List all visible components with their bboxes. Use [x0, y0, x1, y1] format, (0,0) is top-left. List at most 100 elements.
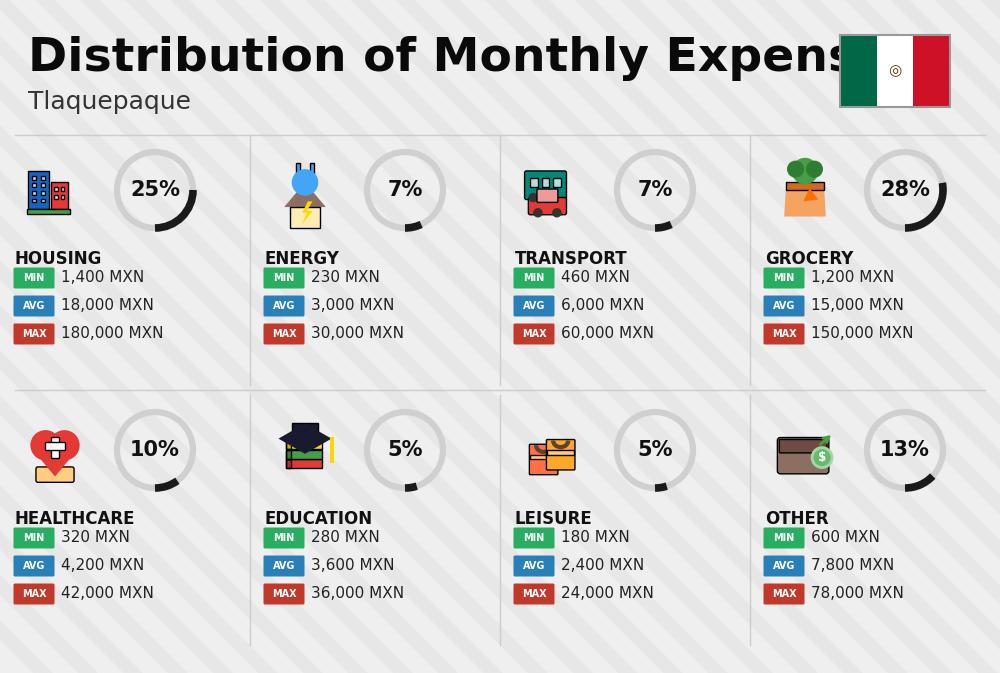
FancyBboxPatch shape: [36, 467, 74, 483]
FancyBboxPatch shape: [547, 450, 574, 455]
FancyBboxPatch shape: [786, 182, 824, 190]
Text: AVG: AVG: [23, 301, 45, 311]
Text: 180 MXN: 180 MXN: [561, 530, 630, 546]
Text: GROCERY: GROCERY: [765, 250, 853, 268]
FancyBboxPatch shape: [286, 441, 291, 449]
Text: 60,000 MXN: 60,000 MXN: [561, 326, 654, 341]
FancyBboxPatch shape: [264, 583, 304, 604]
FancyBboxPatch shape: [529, 444, 558, 474]
Text: 15,000 MXN: 15,000 MXN: [811, 299, 904, 314]
FancyBboxPatch shape: [310, 164, 314, 177]
FancyBboxPatch shape: [41, 199, 45, 203]
Text: 150,000 MXN: 150,000 MXN: [811, 326, 914, 341]
FancyBboxPatch shape: [764, 583, 804, 604]
Text: AVG: AVG: [773, 561, 795, 571]
Text: 600 MXN: 600 MXN: [811, 530, 880, 546]
Text: 2,400 MXN: 2,400 MXN: [561, 559, 644, 573]
FancyBboxPatch shape: [514, 583, 554, 604]
FancyBboxPatch shape: [764, 267, 804, 289]
Text: MAX: MAX: [22, 589, 46, 599]
FancyBboxPatch shape: [32, 191, 36, 194]
FancyBboxPatch shape: [286, 460, 291, 468]
Circle shape: [814, 449, 831, 466]
Text: 3,000 MXN: 3,000 MXN: [311, 299, 394, 314]
Text: 180,000 MXN: 180,000 MXN: [61, 326, 164, 341]
Text: AVG: AVG: [23, 561, 45, 571]
FancyBboxPatch shape: [514, 324, 554, 345]
Text: MAX: MAX: [522, 329, 546, 339]
Text: EDUCATION: EDUCATION: [265, 510, 373, 528]
FancyBboxPatch shape: [264, 295, 304, 316]
Text: $: $: [818, 451, 826, 464]
Text: 320 MXN: 320 MXN: [61, 530, 130, 546]
Circle shape: [552, 208, 562, 217]
FancyBboxPatch shape: [553, 178, 561, 187]
Text: 280 MXN: 280 MXN: [311, 530, 380, 546]
Text: 13%: 13%: [880, 440, 930, 460]
FancyBboxPatch shape: [286, 450, 291, 458]
FancyBboxPatch shape: [530, 178, 538, 187]
Text: MIN: MIN: [273, 273, 295, 283]
FancyBboxPatch shape: [41, 183, 45, 187]
Circle shape: [806, 161, 823, 178]
Circle shape: [30, 430, 61, 460]
Text: MAX: MAX: [522, 589, 546, 599]
Circle shape: [49, 430, 80, 460]
Text: 5%: 5%: [637, 440, 673, 460]
FancyBboxPatch shape: [14, 583, 54, 604]
Polygon shape: [803, 188, 818, 201]
FancyBboxPatch shape: [51, 182, 68, 209]
FancyBboxPatch shape: [530, 455, 557, 460]
Polygon shape: [31, 448, 79, 476]
Text: 3,600 MXN: 3,600 MXN: [311, 559, 394, 573]
Circle shape: [811, 446, 833, 469]
FancyBboxPatch shape: [514, 295, 554, 316]
Circle shape: [292, 169, 318, 196]
Text: MAX: MAX: [272, 329, 296, 339]
FancyBboxPatch shape: [264, 555, 304, 577]
Text: 25%: 25%: [130, 180, 180, 200]
Text: OTHER: OTHER: [765, 510, 829, 528]
Text: ENERGY: ENERGY: [265, 250, 340, 268]
Text: 7%: 7%: [387, 180, 423, 200]
FancyBboxPatch shape: [764, 295, 804, 316]
FancyBboxPatch shape: [32, 176, 36, 180]
Text: AVG: AVG: [273, 301, 295, 311]
FancyBboxPatch shape: [61, 194, 64, 199]
Text: HEALTHCARE: HEALTHCARE: [15, 510, 136, 528]
FancyBboxPatch shape: [61, 187, 64, 191]
Circle shape: [528, 193, 538, 203]
Text: 7,800 MXN: 7,800 MXN: [811, 559, 894, 573]
FancyBboxPatch shape: [264, 528, 304, 548]
Text: AVG: AVG: [773, 301, 795, 311]
Text: MIN: MIN: [273, 533, 295, 543]
FancyBboxPatch shape: [537, 189, 558, 203]
Text: 42,000 MXN: 42,000 MXN: [61, 586, 154, 602]
Text: 460 MXN: 460 MXN: [561, 271, 630, 285]
Text: MIN: MIN: [773, 273, 795, 283]
Circle shape: [533, 208, 543, 217]
FancyBboxPatch shape: [32, 183, 36, 187]
FancyBboxPatch shape: [546, 439, 575, 470]
Text: 36,000 MXN: 36,000 MXN: [311, 586, 404, 602]
FancyBboxPatch shape: [14, 295, 54, 316]
FancyBboxPatch shape: [514, 555, 554, 577]
Text: 24,000 MXN: 24,000 MXN: [561, 586, 654, 602]
FancyBboxPatch shape: [286, 450, 322, 458]
FancyBboxPatch shape: [514, 267, 554, 289]
FancyBboxPatch shape: [292, 423, 318, 437]
Text: Tlaquepaque: Tlaquepaque: [28, 90, 191, 114]
Text: AVG: AVG: [523, 301, 545, 311]
FancyBboxPatch shape: [764, 324, 804, 345]
FancyBboxPatch shape: [840, 35, 877, 107]
Text: MAX: MAX: [272, 589, 296, 599]
Text: 1,200 MXN: 1,200 MXN: [811, 271, 894, 285]
Text: MIN: MIN: [23, 533, 45, 543]
Text: 30,000 MXN: 30,000 MXN: [311, 326, 404, 341]
Text: ◎: ◎: [888, 63, 902, 79]
FancyBboxPatch shape: [54, 194, 58, 199]
FancyBboxPatch shape: [51, 437, 59, 458]
FancyBboxPatch shape: [779, 439, 827, 453]
FancyBboxPatch shape: [290, 207, 320, 228]
FancyBboxPatch shape: [525, 171, 566, 200]
